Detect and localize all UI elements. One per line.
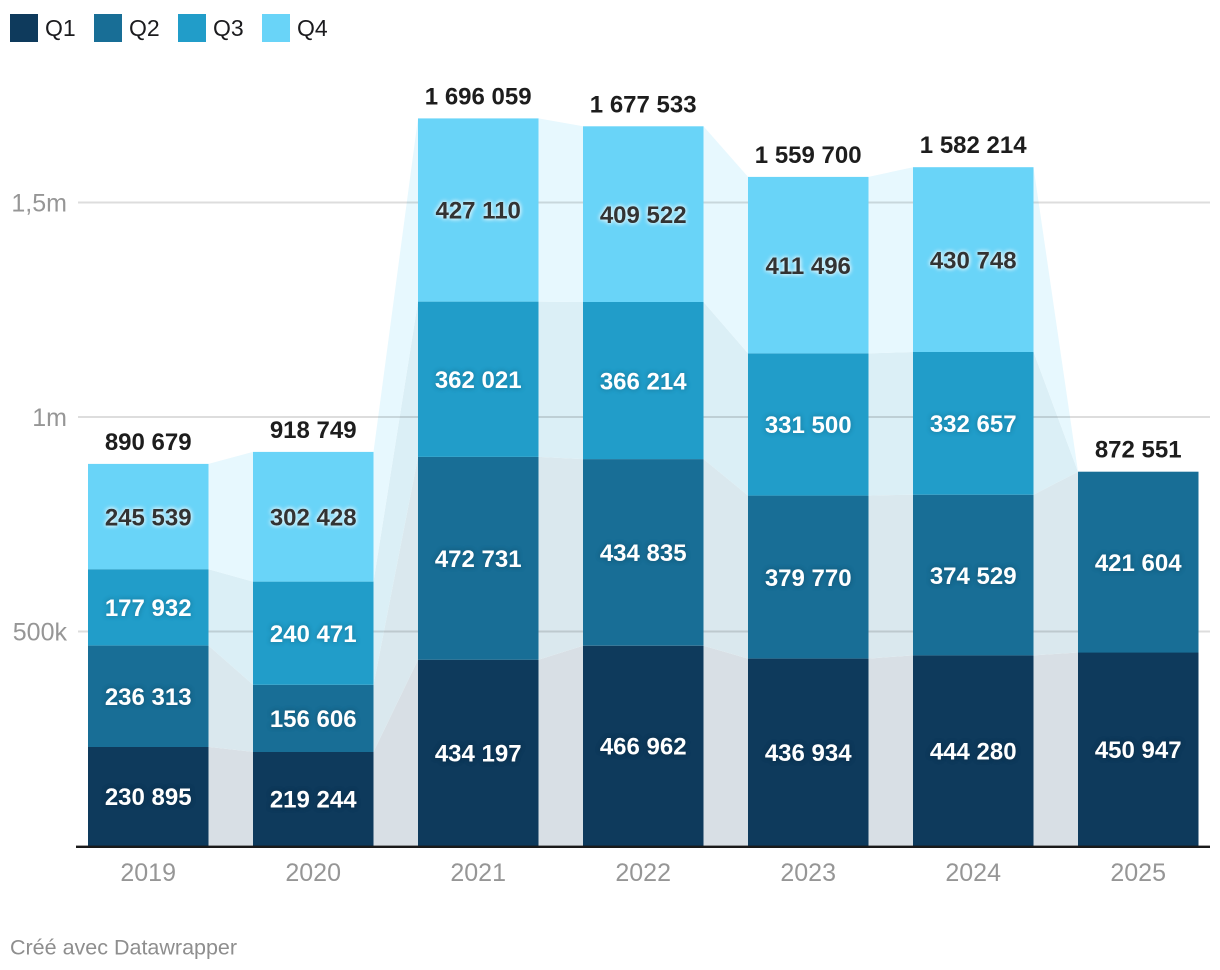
svg-text:236 313: 236 313 bbox=[105, 684, 192, 711]
svg-text:466 962: 466 962 bbox=[600, 734, 687, 761]
svg-text:918 749: 918 749 bbox=[270, 417, 357, 444]
svg-text:434 197: 434 197 bbox=[435, 741, 522, 768]
svg-text:1m: 1m bbox=[32, 404, 67, 432]
svg-text:1 582 214: 1 582 214 bbox=[920, 132, 1027, 159]
svg-text:156 606: 156 606 bbox=[270, 706, 357, 733]
svg-text:2025: 2025 bbox=[1110, 859, 1166, 887]
svg-text:362 021: 362 021 bbox=[435, 367, 522, 394]
svg-text:2019: 2019 bbox=[120, 859, 176, 887]
svg-text:436 934: 436 934 bbox=[765, 740, 852, 767]
svg-text:177 932: 177 932 bbox=[105, 595, 192, 622]
svg-text:1 696 059: 1 696 059 bbox=[425, 83, 532, 110]
svg-text:219 244: 219 244 bbox=[270, 787, 357, 814]
svg-text:450 947: 450 947 bbox=[1095, 737, 1182, 764]
svg-text:374 529: 374 529 bbox=[930, 563, 1017, 590]
svg-text:427 110: 427 110 bbox=[435, 198, 520, 225]
svg-text:430 748: 430 748 bbox=[930, 247, 1017, 274]
svg-text:409 522: 409 522 bbox=[600, 202, 687, 229]
svg-text:500k: 500k bbox=[13, 619, 68, 647]
svg-text:331 500: 331 500 bbox=[765, 412, 852, 439]
svg-text:1 677 533: 1 677 533 bbox=[590, 91, 697, 118]
svg-text:1 559 700: 1 559 700 bbox=[755, 142, 862, 169]
svg-text:890 679: 890 679 bbox=[105, 429, 192, 456]
svg-text:2020: 2020 bbox=[285, 859, 341, 887]
svg-text:421 604: 421 604 bbox=[1095, 550, 1182, 577]
svg-text:Créé avec Datawrapper: Créé avec Datawrapper bbox=[10, 936, 237, 960]
svg-text:2022: 2022 bbox=[615, 859, 671, 887]
svg-text:2024: 2024 bbox=[945, 859, 1001, 887]
svg-text:240 471: 240 471 bbox=[270, 621, 357, 648]
svg-text:1,5m: 1,5m bbox=[11, 190, 67, 218]
svg-text:472 731: 472 731 bbox=[435, 546, 522, 573]
svg-text:245 539: 245 539 bbox=[105, 504, 192, 531]
svg-text:434 835: 434 835 bbox=[600, 540, 687, 567]
svg-text:411 496: 411 496 bbox=[765, 253, 850, 280]
svg-text:332 657: 332 657 bbox=[930, 411, 1017, 438]
svg-text:230 895: 230 895 bbox=[105, 784, 192, 811]
svg-text:2023: 2023 bbox=[780, 859, 836, 887]
svg-text:872 551: 872 551 bbox=[1095, 437, 1182, 464]
svg-text:444 280: 444 280 bbox=[930, 738, 1017, 765]
svg-text:302 428: 302 428 bbox=[270, 504, 357, 531]
svg-text:366 214: 366 214 bbox=[600, 368, 687, 395]
svg-text:379 770: 379 770 bbox=[765, 565, 852, 592]
svg-text:2021: 2021 bbox=[450, 859, 506, 887]
